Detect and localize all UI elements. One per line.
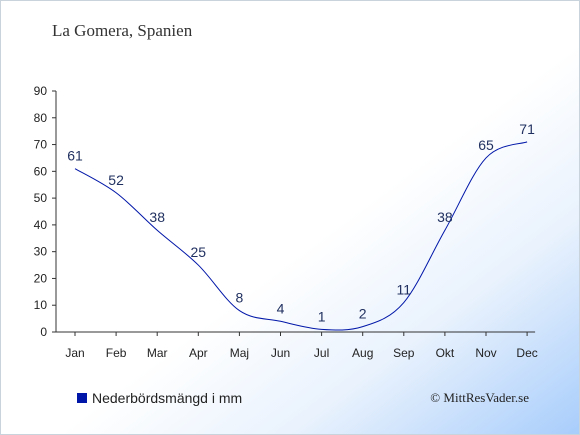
y-tick-label: 70 [34,138,48,152]
x-tick-label: Apr [189,346,208,360]
data-label: 61 [67,148,83,164]
y-tick-label: 30 [34,245,48,259]
x-tick-label: Jul [314,346,329,360]
data-label: 65 [478,137,494,153]
data-label: 52 [108,172,124,188]
x-tick-label: Feb [106,346,127,360]
data-label: 11 [397,282,412,298]
data-label: 2 [359,306,367,322]
x-tick-label: Nov [475,346,496,360]
legend-label: Nederbördsmängd i mm [92,390,243,406]
series-line [74,141,528,331]
legend-swatch [77,393,87,403]
copyright-notice: © MittResVader.se [430,390,529,405]
x-tick-label: Jan [65,346,84,360]
y-tick-label: 80 [34,111,48,125]
data-label: 38 [149,209,165,225]
data-label: 8 [236,290,244,306]
x-tick-label: Sep [393,346,415,360]
y-tick-label: 20 [34,271,48,285]
y-tick-label: 50 [34,191,48,205]
y-tick-label: 90 [34,84,48,98]
x-tick-label: Dec [516,346,537,360]
chart-title: La Gomera, Spanien [52,21,193,40]
axes: 0 10 20 30 40 50 60 70 80 90 Jan Feb Mar Apr Maj Jun Jul… [34,84,538,360]
data-label: 38 [437,209,453,225]
data-label: 1 [318,308,326,324]
data-label: 25 [191,244,207,260]
y-tick-label: 60 [34,164,48,178]
y-tick-label: 10 [34,298,48,312]
x-tick-label: Okt [436,346,455,360]
x-tick-label: Aug [352,346,373,360]
x-tick-label: Mar [147,346,168,360]
x-tick-label: Maj [230,346,249,360]
legend: Nederbördsmängd i mm [77,390,242,406]
data-label: 4 [277,300,285,316]
y-tick-label: 40 [34,218,48,232]
y-tick-label: 0 [40,325,47,339]
series-layer: 61 52 38 25 8 4 1 2 11 38 65 71 [67,121,535,331]
data-label: 71 [519,121,535,137]
x-tick-label: Jun [271,346,290,360]
